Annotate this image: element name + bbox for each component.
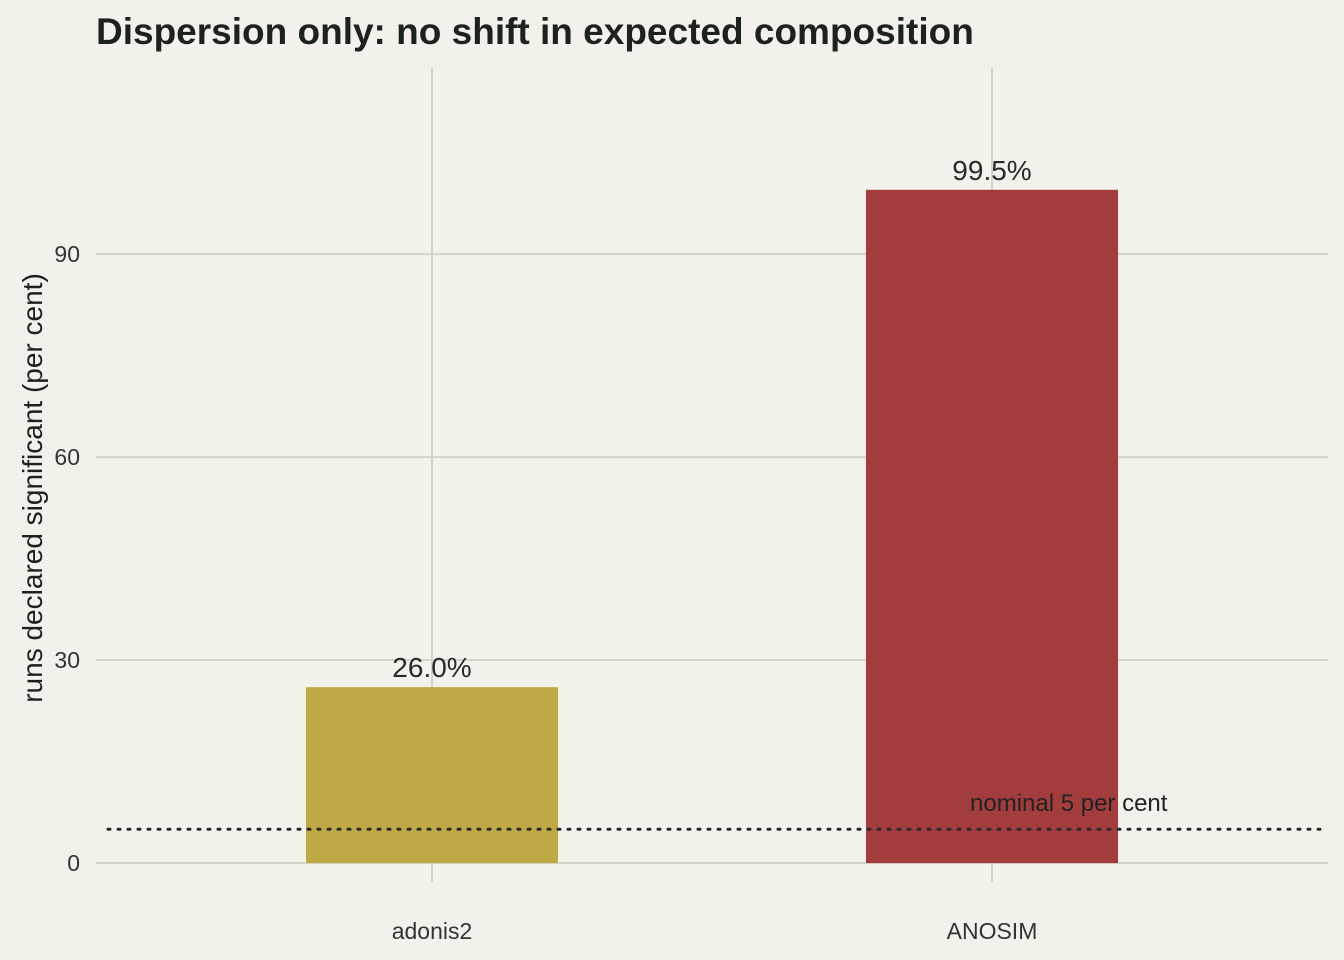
gridlines — [96, 68, 1328, 882]
y-tick-label: 0 — [67, 850, 80, 876]
y-tick-label: 90 — [54, 241, 80, 267]
chart-title: Dispersion only: no shift in expected co… — [96, 11, 974, 52]
x-tick-label: ANOSIM — [947, 918, 1038, 944]
bars — [306, 189, 1118, 864]
reference-line-label: nominal 5 per cent — [970, 790, 1168, 817]
y-tick-label: 30 — [54, 647, 80, 673]
bar-adonis2 — [306, 687, 558, 864]
y-tick-label: 60 — [54, 444, 80, 470]
bar-anosim — [866, 189, 1118, 864]
labels: 0 30 60 90 26.0% adonis2 99.5% ANOSIM nominal 5 … — [54, 155, 1167, 944]
bar-value-label: 26.0% — [392, 652, 471, 683]
y-axis-label: runs declared significant (per cent) — [17, 273, 48, 703]
x-tick-label: adonis2 — [392, 918, 473, 944]
bar-value-label: 99.5% — [952, 155, 1031, 186]
